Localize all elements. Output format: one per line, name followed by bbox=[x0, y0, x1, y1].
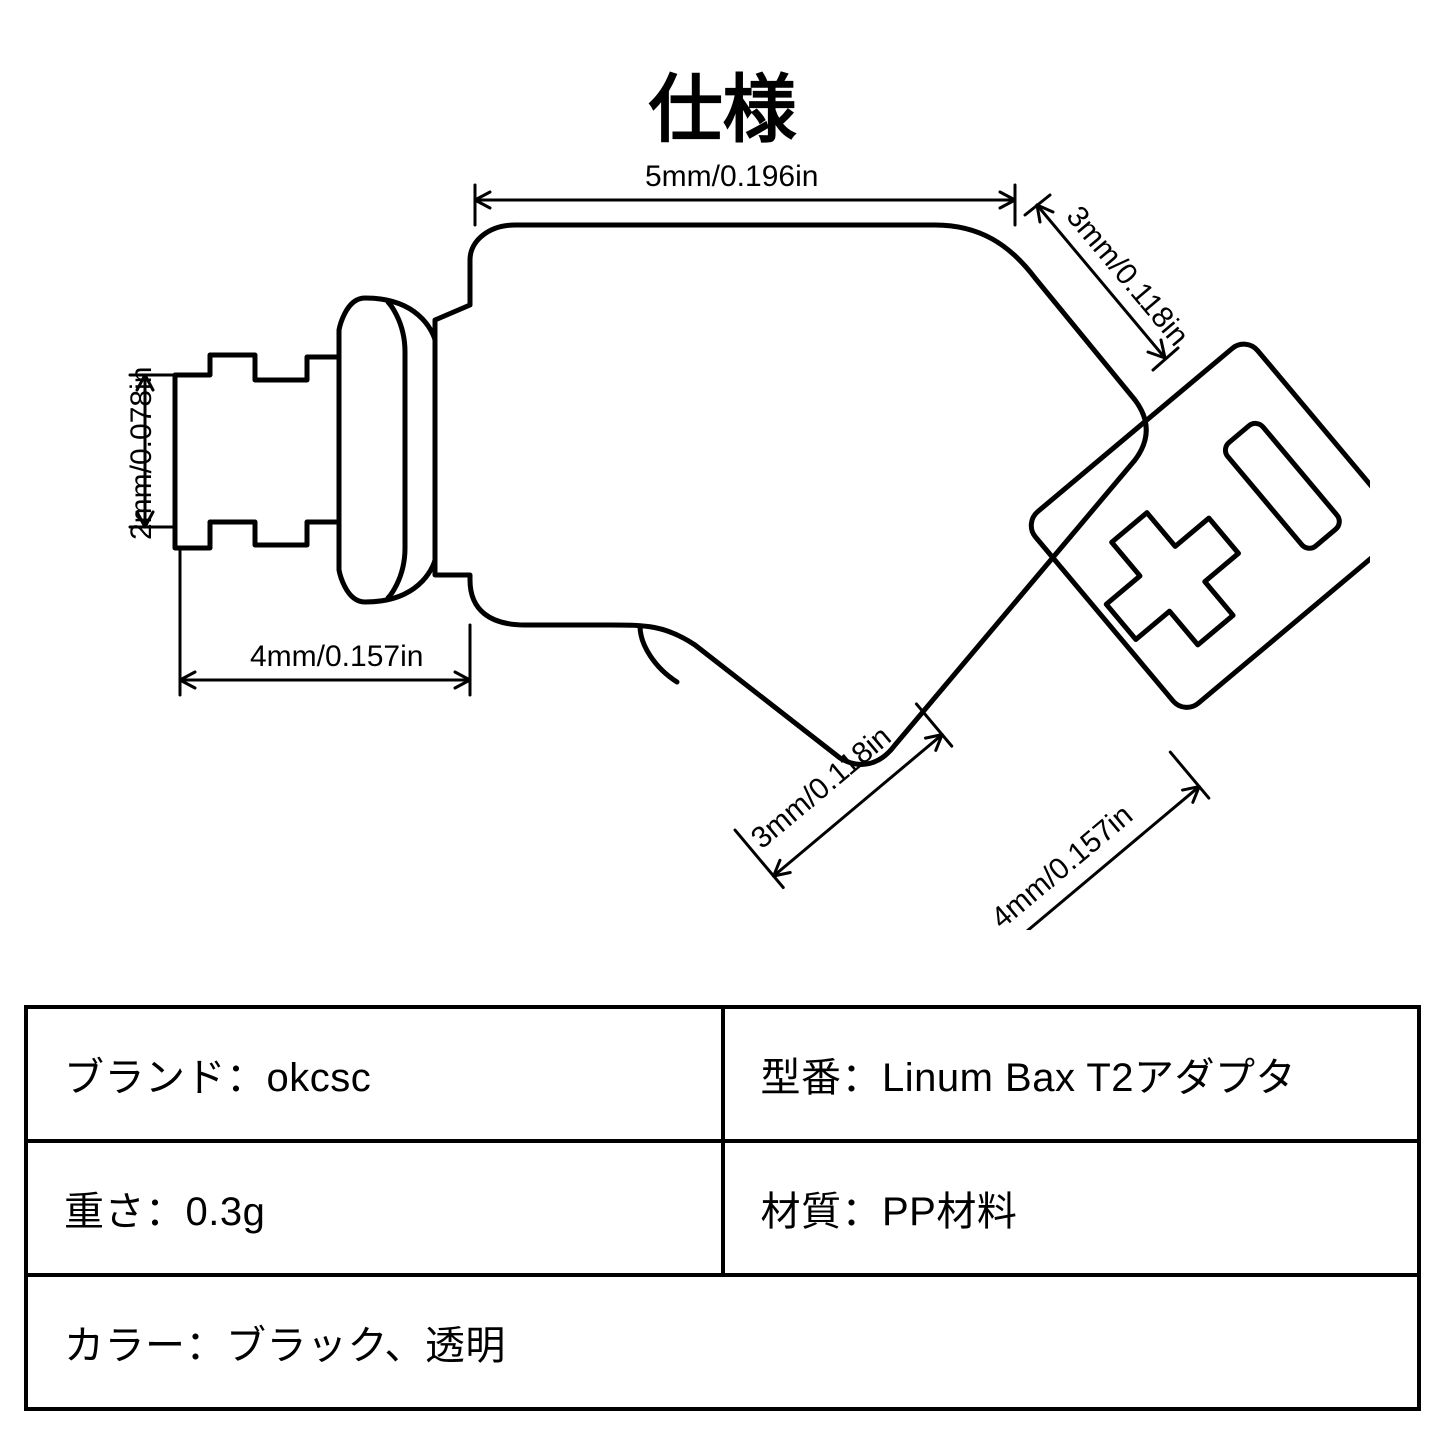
spec-cell: カラー：ブラック、透明 bbox=[26, 1275, 1419, 1409]
spec-row: ブランド：okcsc 型番：Linum Bax T2アダプタ bbox=[26, 1007, 1419, 1141]
diagram-svg bbox=[75, 170, 1370, 930]
spec-sep: ： bbox=[842, 1056, 883, 1100]
spec-row: 重さ：0.3g 材質：PP材料 bbox=[26, 1141, 1419, 1275]
dim-top-label: 5mm/0.196in bbox=[645, 160, 818, 194]
spec-cell: 型番：Linum Bax T2アダプタ bbox=[723, 1007, 1420, 1141]
spec-label: 重さ bbox=[64, 1190, 145, 1234]
spec-value: ブラック、透明 bbox=[226, 1324, 506, 1368]
spec-label: 型番 bbox=[761, 1056, 842, 1100]
dimension-diagram: 5mm/0.196in 3mm/0.118in 4mm/0.157in 2mm/… bbox=[75, 170, 1370, 930]
spec-sep: ： bbox=[186, 1324, 227, 1368]
page-title: 仕様 bbox=[649, 50, 797, 157]
spec-cell: ブランド：okcsc bbox=[26, 1007, 723, 1141]
spec-sep: ： bbox=[145, 1190, 186, 1234]
spec-value: 0.3g bbox=[186, 1190, 266, 1234]
spec-cell: 重さ：0.3g bbox=[26, 1141, 723, 1275]
spec-value: Linum Bax T2アダプタ bbox=[882, 1056, 1296, 1100]
spec-row: カラー：ブラック、透明 bbox=[26, 1275, 1419, 1409]
spec-value: PP材料 bbox=[882, 1190, 1017, 1234]
dim-bottom-left-label: 4mm/0.157in bbox=[250, 640, 423, 674]
spec-sep: ： bbox=[226, 1056, 267, 1100]
spec-value: okcsc bbox=[267, 1056, 372, 1100]
dim-left-label: 2mm/0.078in bbox=[125, 367, 159, 540]
spec-cell: 材質：PP材料 bbox=[723, 1141, 1420, 1275]
spec-sep: ： bbox=[842, 1190, 883, 1234]
spec-label: カラー bbox=[64, 1324, 186, 1368]
spec-label: ブランド bbox=[64, 1056, 226, 1100]
spec-table: ブランド：okcsc 型番：Linum Bax T2アダプタ 重さ：0.3g 材… bbox=[24, 1005, 1421, 1411]
spec-label: 材質 bbox=[761, 1190, 842, 1234]
